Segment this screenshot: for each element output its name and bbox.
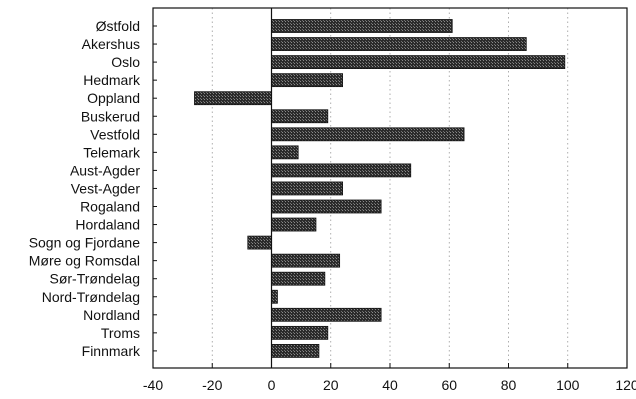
bar-finnmark (271, 343, 320, 358)
category-label: Vestfold (90, 126, 140, 142)
bar-vestfold (271, 127, 465, 142)
bars (194, 19, 566, 358)
category-label: Oppland (87, 90, 140, 106)
category-label: Akershus (82, 36, 140, 52)
bar-nord-trøndelag (271, 289, 278, 304)
x-tick-label: -40 (143, 377, 163, 393)
category-label: Troms (101, 325, 140, 341)
category-label: Nordland (83, 307, 140, 323)
category-label: Oslo (111, 54, 140, 70)
bar-sør-trøndelag (271, 271, 326, 286)
category-label: Aust-Agder (70, 162, 140, 178)
bar-akershus (271, 37, 527, 51)
category-label: Sogn og Fjordane (29, 235, 141, 251)
bar-buskerud (271, 109, 329, 124)
category-label: Finnmark (82, 343, 141, 359)
axes (152, 7, 628, 369)
category-label: Vest-Agder (71, 180, 141, 196)
category-label: Rogaland (80, 199, 140, 215)
category-label: Buskerud (81, 108, 140, 124)
category-label: Møre og Romsdal (29, 253, 140, 269)
x-tick-label: 20 (323, 377, 339, 393)
x-tick-label: 80 (501, 377, 517, 393)
x-tick-label: 100 (556, 377, 580, 393)
plot-frame (152, 7, 628, 369)
category-label: Østfold (96, 18, 140, 34)
bar-møre-og-romsdal (271, 253, 341, 268)
bar-hedmark (271, 73, 343, 88)
category-label: Nord-Trøndelag (42, 289, 140, 305)
bar-rogaland (271, 199, 382, 214)
bar-østfold (271, 19, 453, 33)
x-tick-label: 0 (268, 377, 276, 393)
category-label: Hedmark (83, 72, 141, 88)
bar-oslo (271, 55, 566, 69)
labels: -40 -20 0 20 40 60 80 100 120 Østfold Akershus Oslo… (29, 18, 636, 393)
bar-troms (271, 325, 329, 340)
x-tick-label: -20 (202, 377, 222, 393)
x-tick-label: 40 (382, 377, 398, 393)
bar-aust-agder (271, 163, 412, 178)
x-tick-label: 60 (441, 377, 457, 393)
bar-telemark (271, 145, 299, 160)
category-label: Telemark (83, 144, 141, 160)
category-label: Sør-Trøndelag (49, 271, 140, 287)
x-tick-label: 120 (615, 377, 636, 393)
bar-sogn-og-fjordane (247, 235, 272, 250)
bar-oppland (194, 91, 272, 106)
bar-vest-agder (271, 181, 343, 196)
bar-hordaland (271, 217, 317, 232)
category-label: Hordaland (75, 217, 140, 233)
bar-nordland (271, 307, 382, 322)
